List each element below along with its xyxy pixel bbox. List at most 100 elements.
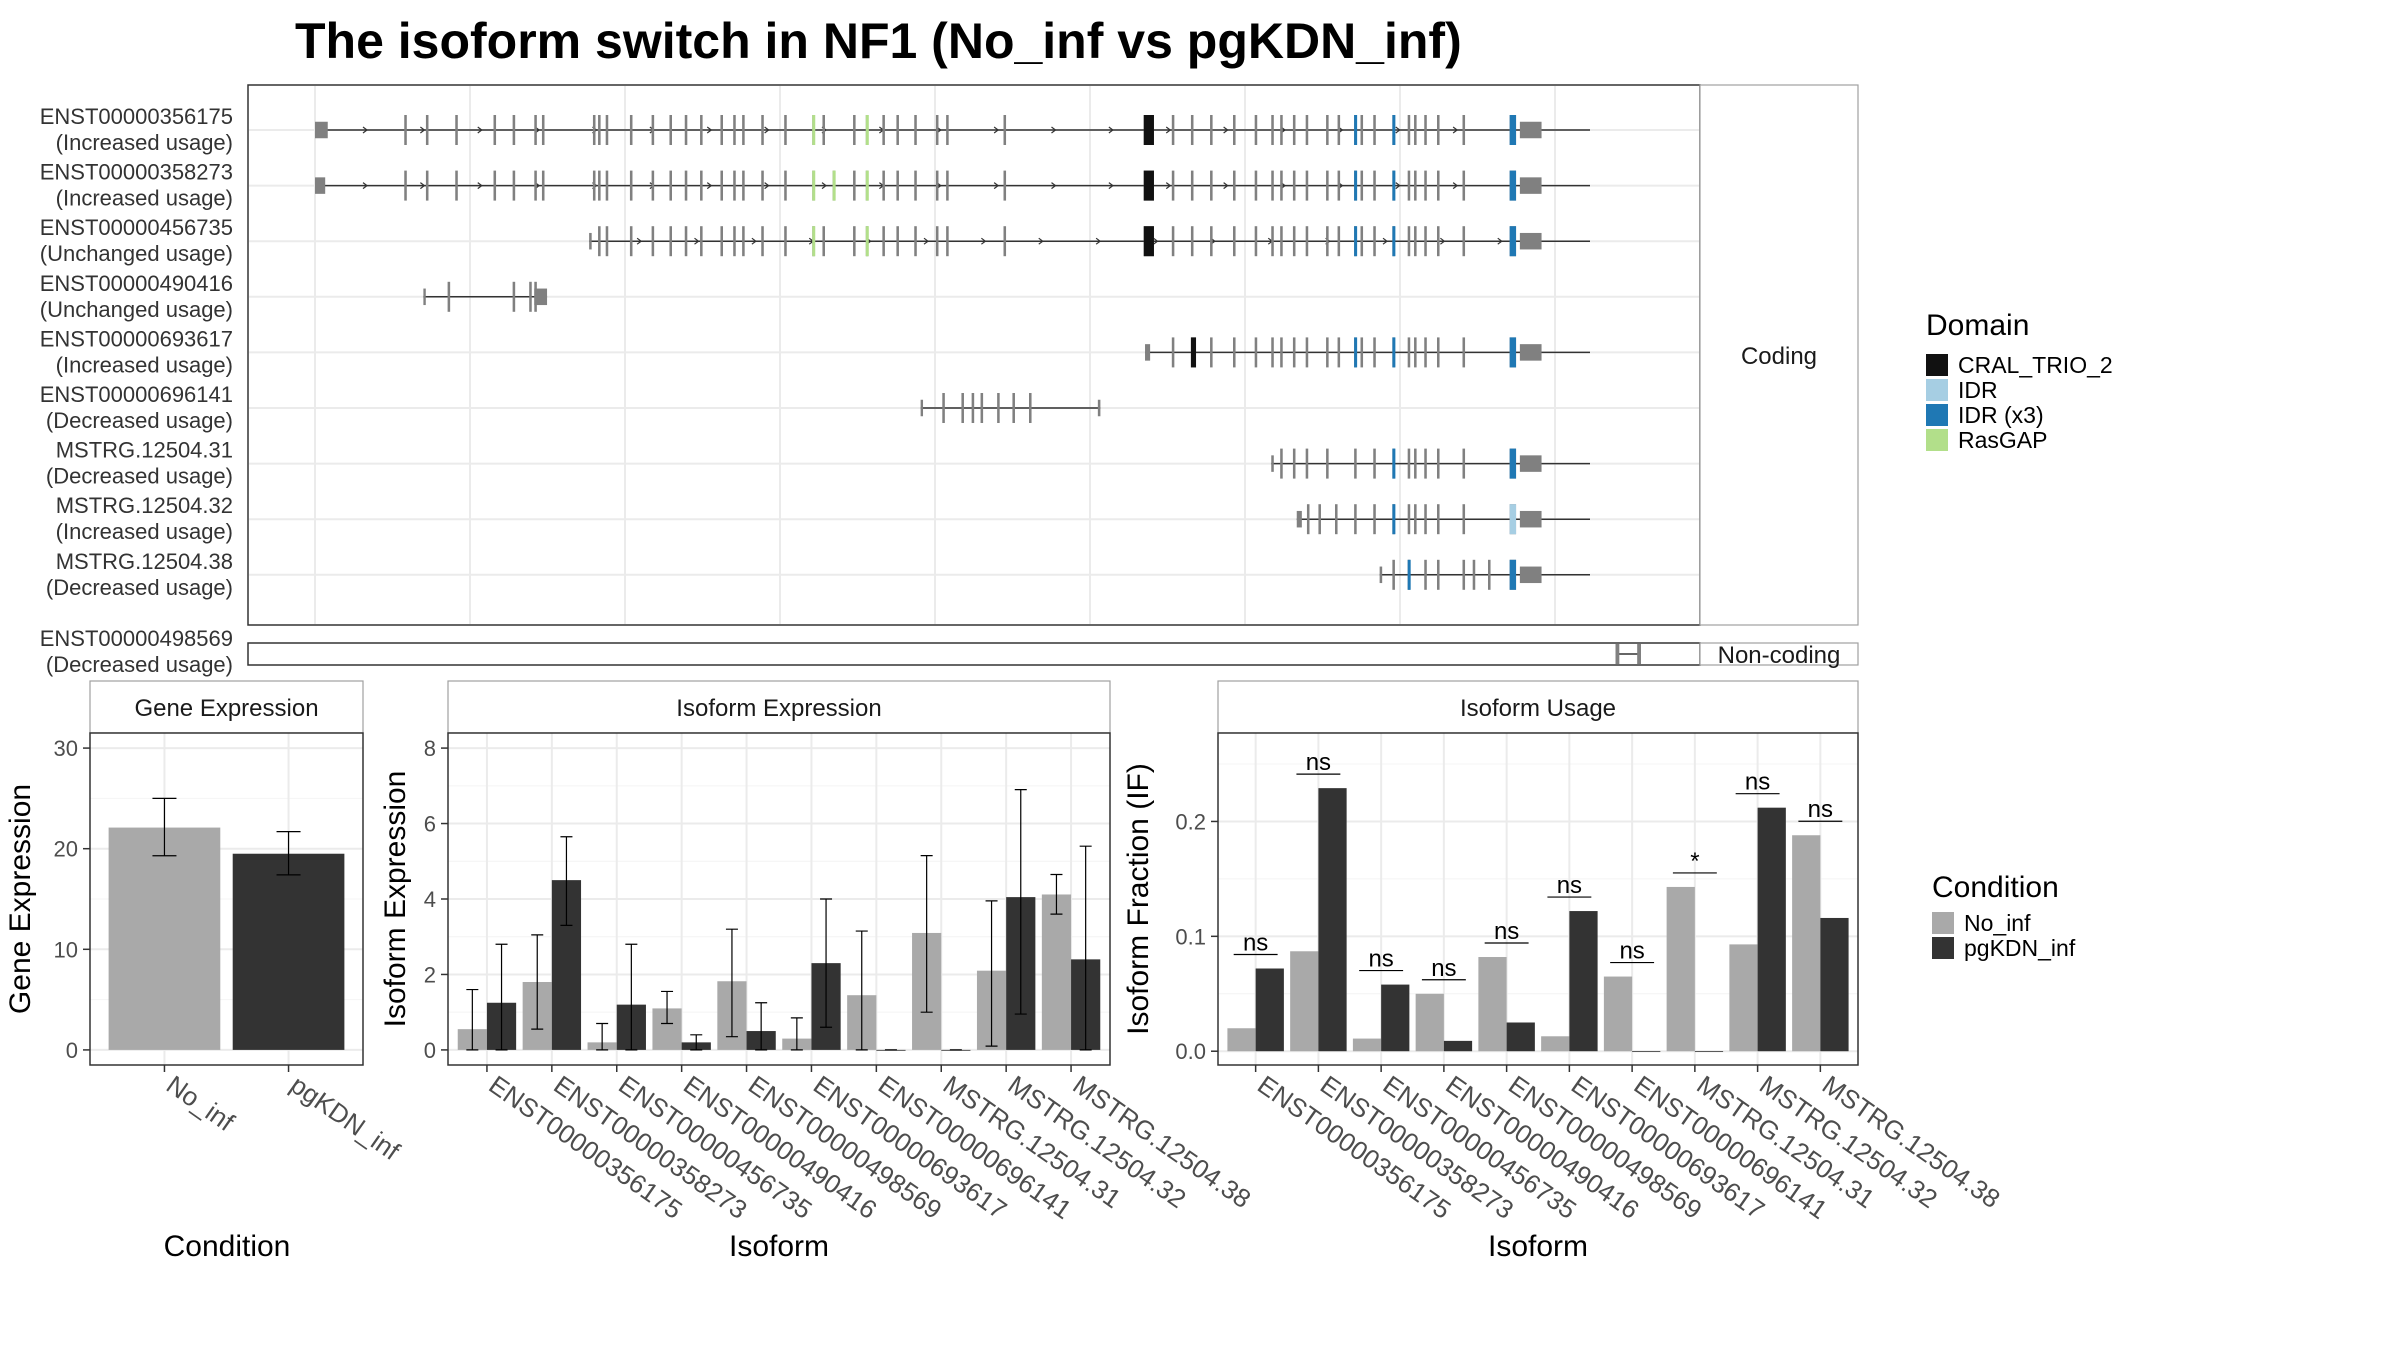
exon xyxy=(720,170,723,201)
domain-idr-x3- xyxy=(1392,337,1396,368)
y-tick-label: 6 xyxy=(424,812,436,837)
bar-No_inf-MSTRG.12504.38 xyxy=(1041,894,1072,1050)
transcript-track-ENST00000693617 xyxy=(1145,337,1590,368)
exon xyxy=(605,115,609,145)
exon xyxy=(914,115,917,145)
exon xyxy=(1462,559,1466,590)
exon xyxy=(1305,337,1309,368)
strand-arrow xyxy=(636,237,643,245)
coding-strip-label: Coding xyxy=(1741,343,1817,370)
exon xyxy=(1292,115,1296,145)
exon xyxy=(733,170,736,201)
strand-arrow xyxy=(993,182,1000,190)
strand-arrow xyxy=(1395,182,1401,190)
exon xyxy=(1210,170,1213,201)
strand-arrow xyxy=(1223,182,1229,190)
transcript-usage-label: (Unchanged usage) xyxy=(40,297,233,322)
strand-arrow xyxy=(1051,126,1057,134)
transcript-track-MSTRG.12504.38 xyxy=(1379,559,1590,590)
exon xyxy=(315,121,328,139)
bar-pgKDN_inf-MSTRG.12504.32 xyxy=(1757,807,1786,1052)
domain-idr-x3- xyxy=(1354,337,1358,368)
transcript-track-ENST00000490416 xyxy=(423,281,548,312)
exon xyxy=(784,115,787,145)
exon xyxy=(997,393,1000,423)
panel-title: Gene Expression xyxy=(134,695,318,722)
domain-idr-x3- xyxy=(1407,559,1411,590)
exon xyxy=(935,115,939,145)
noncoding-panel-border xyxy=(247,642,1701,666)
exon xyxy=(541,170,545,201)
exon xyxy=(512,115,516,145)
domain-idr-x3- xyxy=(1354,226,1358,257)
domain-idr-x3- xyxy=(1509,559,1517,590)
significance-label: ns xyxy=(1431,955,1456,982)
exon xyxy=(1029,393,1032,423)
exon xyxy=(700,115,703,145)
transcript-id-label: MSTRG.12504.31 xyxy=(56,438,233,463)
exon xyxy=(512,281,516,312)
domain-legend-label: CRAL_TRIO_2 xyxy=(1958,352,2113,378)
exon xyxy=(1437,559,1440,590)
exon xyxy=(1292,337,1296,368)
exon xyxy=(1145,344,1151,361)
exon xyxy=(1392,559,1395,590)
error-bar xyxy=(790,1017,803,1051)
transcript-usage-label: (Decreased usage) xyxy=(46,652,233,677)
exon xyxy=(651,226,655,257)
exon xyxy=(1437,448,1440,479)
transcript-track-MSTRG.12504.31 xyxy=(1271,448,1590,479)
exon xyxy=(684,226,688,257)
domain-idr-x3- xyxy=(1392,504,1396,535)
transcript-id-label: ENST00000498569 xyxy=(40,626,233,651)
exon xyxy=(1637,644,1641,664)
strand-arrow xyxy=(764,182,770,190)
exon xyxy=(961,393,964,423)
transcript-usage-label: (Increased usage) xyxy=(56,519,233,544)
y-tick-label: 30 xyxy=(54,736,78,761)
domain-legend-label: IDR (x3) xyxy=(1958,402,2044,428)
transcript-id-label: ENST00000358273 xyxy=(40,160,233,185)
exon xyxy=(1424,115,1427,145)
bar-pgKDN_inf-ENST00000693617 xyxy=(1569,911,1598,1052)
panel-border xyxy=(1217,732,1859,1066)
exon xyxy=(1254,115,1258,145)
strand-arrow xyxy=(477,182,483,190)
bar-pgKDN_inf-ENST00000490416 xyxy=(1443,1040,1473,1052)
exon xyxy=(1424,337,1427,368)
strand-arrow xyxy=(1051,182,1057,190)
strand-arrow xyxy=(1382,237,1388,245)
y-axis-title: Isoform Expression xyxy=(379,771,412,1028)
exon xyxy=(1519,121,1542,139)
error-bar xyxy=(495,943,508,1051)
exon xyxy=(598,115,601,145)
exon xyxy=(529,281,532,312)
exon xyxy=(1414,337,1417,368)
exon xyxy=(629,226,633,257)
transcript-id-label: ENST00000356175 xyxy=(40,104,233,129)
exon xyxy=(700,170,703,201)
exon xyxy=(1190,170,1194,201)
exon xyxy=(1254,226,1258,257)
exon xyxy=(425,170,429,201)
significance-label: ns xyxy=(1368,946,1393,973)
exon xyxy=(1360,170,1364,201)
domain-legend-label: RasGAP xyxy=(1958,427,2047,453)
strand-arrow xyxy=(1038,237,1044,245)
exon xyxy=(1296,510,1302,528)
domain-idr-x3- xyxy=(1509,170,1517,201)
exon xyxy=(1305,226,1309,257)
exon xyxy=(935,226,939,257)
error-bar xyxy=(920,855,933,1013)
exon xyxy=(742,115,745,145)
y-tick-label: 0.2 xyxy=(1175,809,1206,834)
bar-No_inf xyxy=(108,827,221,1050)
exon xyxy=(1210,337,1213,368)
bar-pgKDN_inf-ENST00000498569 xyxy=(1506,1022,1535,1052)
exon xyxy=(1292,226,1296,257)
error-bar xyxy=(755,1002,768,1051)
transcript-usage-label: (Decreased usage) xyxy=(46,575,233,600)
exon xyxy=(1210,226,1213,257)
